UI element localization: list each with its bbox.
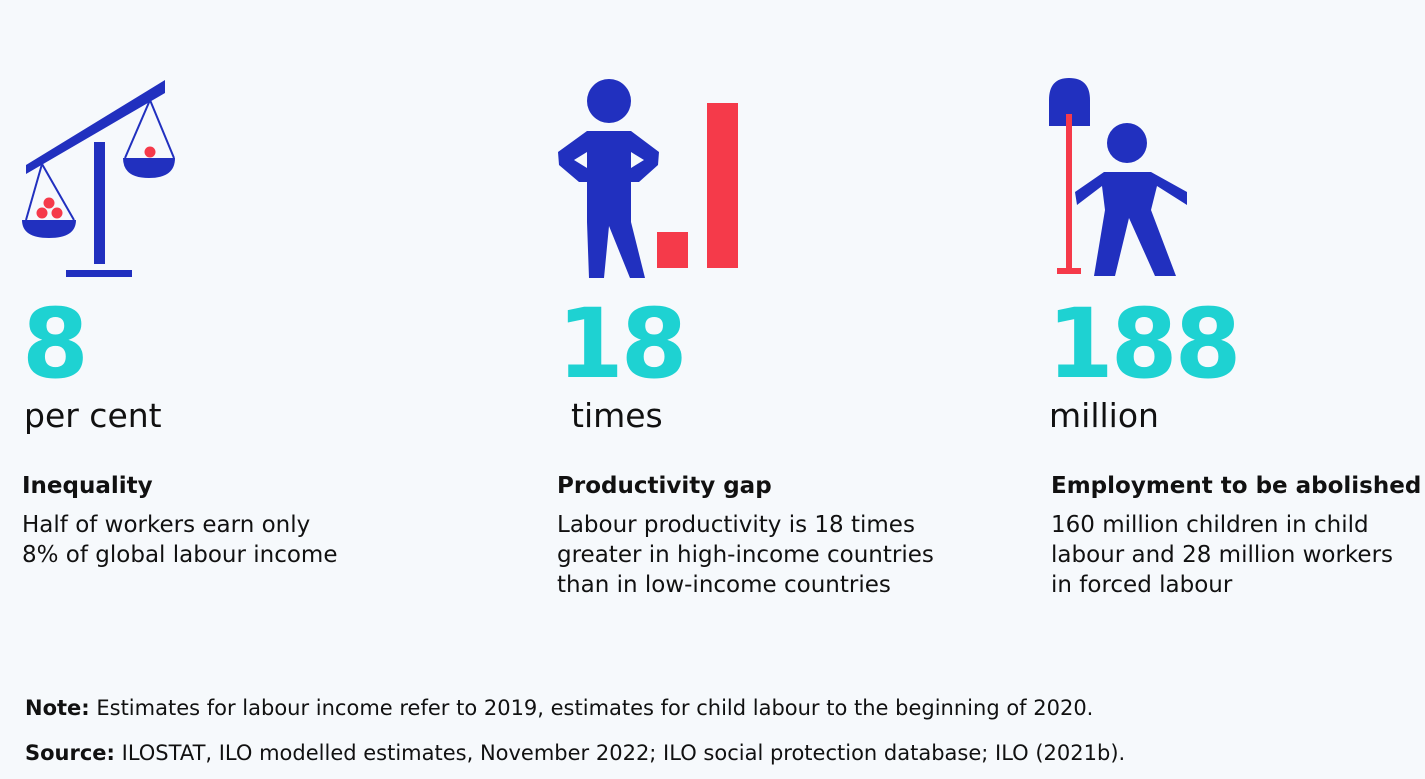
footnotes: Note: Estimates for labour income refer … bbox=[25, 686, 1125, 776]
balance-scale-icon bbox=[22, 80, 175, 277]
stat-unit: per cent bbox=[24, 396, 162, 435]
description-line: 160 million children in child bbox=[1051, 512, 1369, 538]
description-line: 8% of global labour income bbox=[22, 542, 338, 568]
child-with-shovel-icon bbox=[1049, 78, 1187, 276]
stat-unit: million bbox=[1049, 396, 1159, 435]
description-line: Labour productivity is 18 times bbox=[557, 512, 915, 538]
description-line: greater in high-income countries bbox=[557, 542, 934, 568]
description-line: in forced labour bbox=[1051, 572, 1233, 598]
description-line: than in low-income countries bbox=[557, 572, 891, 598]
description-line: Half of workers earn only bbox=[22, 512, 311, 538]
stat-heading: Employment to be abolished bbox=[1051, 473, 1422, 499]
note-text: Estimates for labour income refer to 201… bbox=[89, 696, 1094, 720]
source-text: ILOSTAT, ILO modelled estimates, Novembe… bbox=[114, 741, 1126, 765]
worker-with-bar-chart-icon bbox=[558, 79, 738, 278]
stat-number: 188 bbox=[1047, 288, 1241, 400]
note-line: Note: Estimates for labour income refer … bbox=[25, 686, 1125, 731]
stat-description: Labour productivity is 18 times greater … bbox=[557, 510, 934, 600]
stat-number: 18 bbox=[557, 288, 688, 400]
stat-card-employment-abolished: 188 million Employment to be abolished 1… bbox=[1047, 0, 1425, 640]
stat-description: 160 million children in child labour and… bbox=[1051, 510, 1393, 600]
stat-card-productivity-gap: 18 times Productivity gap Labour product… bbox=[557, 0, 1017, 640]
stat-heading: Productivity gap bbox=[557, 473, 772, 499]
stat-description: Half of workers earn only 8% of global l… bbox=[22, 510, 337, 570]
source-label: Source: bbox=[25, 741, 115, 765]
description-line: labour and 28 million workers bbox=[1051, 542, 1394, 568]
source-line: Source: ILOSTAT, ILO modelled estimates,… bbox=[25, 731, 1125, 776]
stat-number: 8 bbox=[22, 288, 89, 400]
stat-heading: Inequality bbox=[22, 473, 153, 499]
stat-unit: times bbox=[571, 396, 663, 435]
note-label: Note: bbox=[25, 696, 90, 720]
stat-card-inequality: 8 per cent Inequality Half of workers ea… bbox=[22, 0, 462, 640]
